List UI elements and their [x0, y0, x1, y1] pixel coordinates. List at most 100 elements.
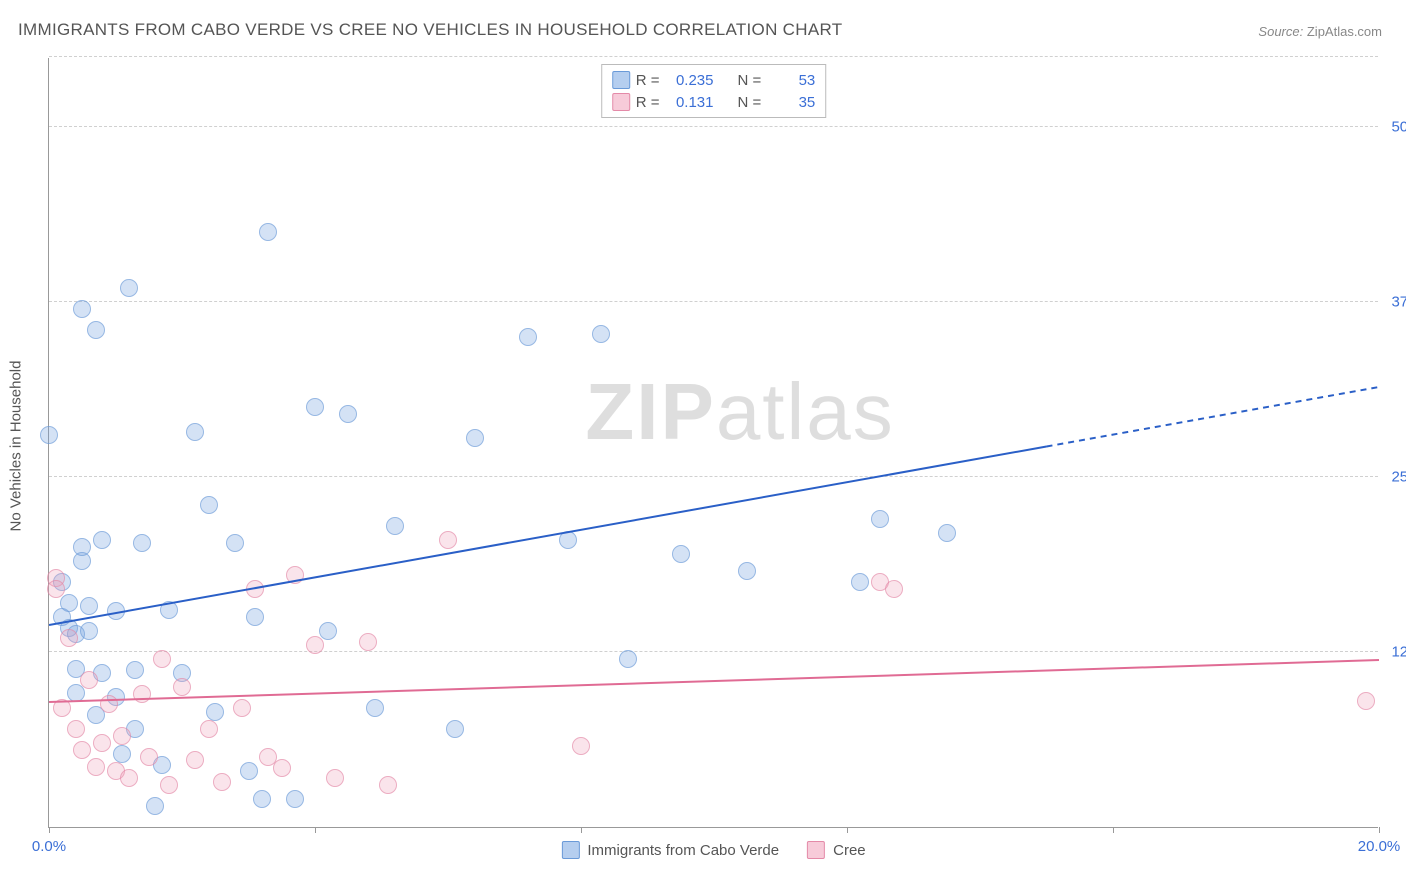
data-point [572, 737, 590, 755]
data-point [107, 602, 125, 620]
data-point [40, 426, 58, 444]
data-point [186, 751, 204, 769]
x-tick [49, 827, 50, 833]
data-point [226, 534, 244, 552]
data-point [93, 734, 111, 752]
series-legend-item: Immigrants from Cabo Verde [561, 841, 779, 859]
data-point [73, 538, 91, 556]
data-point [466, 429, 484, 447]
data-point [126, 661, 144, 679]
data-point [80, 671, 98, 689]
data-point [146, 797, 164, 815]
source-attribution: Source: ZipAtlas.com [1258, 24, 1382, 39]
y-tick-label: 50.0% [1391, 119, 1406, 136]
legend-swatch [561, 841, 579, 859]
r-label: R = [636, 94, 660, 111]
data-point [133, 534, 151, 552]
source-label: Source: [1258, 24, 1303, 39]
data-point [519, 328, 537, 346]
legend-swatch [807, 841, 825, 859]
r-value: 0.235 [668, 72, 714, 89]
y-axis-label: No Vehicles in Household [8, 361, 25, 532]
data-point [379, 776, 397, 794]
data-point [87, 321, 105, 339]
watermark: ZIPatlas [585, 366, 894, 458]
correlation-legend: R =0.235N =53R =0.131N =35 [601, 64, 827, 118]
data-point [233, 699, 251, 717]
series-name: Cree [833, 842, 866, 859]
data-point [851, 573, 869, 591]
y-tick-label: 12.5% [1391, 644, 1406, 661]
source-value: ZipAtlas.com [1307, 24, 1382, 39]
legend-row: R =0.131N =35 [612, 91, 816, 113]
data-point [80, 622, 98, 640]
data-point [446, 720, 464, 738]
data-point [67, 720, 85, 738]
data-point [140, 748, 158, 766]
y-tick-label: 25.0% [1391, 469, 1406, 486]
data-point [259, 223, 277, 241]
data-point [200, 496, 218, 514]
data-point [87, 758, 105, 776]
data-point [366, 699, 384, 717]
chart-plot-area: ZIPatlas R =0.235N =53R =0.131N =35 Immi… [48, 58, 1378, 828]
data-point [306, 398, 324, 416]
data-point [47, 580, 65, 598]
r-value: 0.131 [668, 94, 714, 111]
legend-swatch [612, 71, 630, 89]
data-point [200, 720, 218, 738]
series-legend: Immigrants from Cabo Verde Cree [561, 841, 865, 859]
data-point [160, 601, 178, 619]
gridline [49, 651, 1378, 652]
data-point [53, 699, 71, 717]
x-tick [581, 827, 582, 833]
data-point [286, 566, 304, 584]
data-point [559, 531, 577, 549]
data-point [120, 769, 138, 787]
data-point [938, 524, 956, 542]
data-point [885, 580, 903, 598]
x-tick [1379, 827, 1380, 833]
n-label: N = [738, 94, 762, 111]
data-point [120, 279, 138, 297]
r-label: R = [636, 72, 660, 89]
data-point [339, 405, 357, 423]
x-tick [1113, 827, 1114, 833]
data-point [113, 727, 131, 745]
data-point [738, 562, 756, 580]
gridline [49, 126, 1378, 127]
data-point [306, 636, 324, 654]
data-point [246, 580, 264, 598]
data-point [73, 300, 91, 318]
chart-title: IMMIGRANTS FROM CABO VERDE VS CREE NO VE… [18, 20, 842, 40]
data-point [213, 773, 231, 791]
data-point [60, 629, 78, 647]
series-legend-item: Cree [807, 841, 866, 859]
n-label: N = [738, 72, 762, 89]
data-point [80, 597, 98, 615]
data-point [439, 531, 457, 549]
data-point [592, 325, 610, 343]
gridline [49, 56, 1378, 57]
data-point [160, 776, 178, 794]
x-tick-label: 20.0% [1358, 838, 1401, 855]
data-point [319, 622, 337, 640]
data-point [133, 685, 151, 703]
data-point [286, 790, 304, 808]
data-point [386, 517, 404, 535]
data-point [871, 510, 889, 528]
data-point [206, 703, 224, 721]
data-point [93, 531, 111, 549]
data-point [60, 594, 78, 612]
gridline [49, 301, 1378, 302]
data-point [246, 608, 264, 626]
x-tick-label: 0.0% [32, 838, 66, 855]
data-point [1357, 692, 1375, 710]
data-point [253, 790, 271, 808]
data-point [73, 741, 91, 759]
n-value: 53 [769, 72, 815, 89]
data-point [359, 633, 377, 651]
legend-row: R = 0.235 N = 53 [612, 69, 816, 91]
data-point [153, 650, 171, 668]
data-point [619, 650, 637, 668]
